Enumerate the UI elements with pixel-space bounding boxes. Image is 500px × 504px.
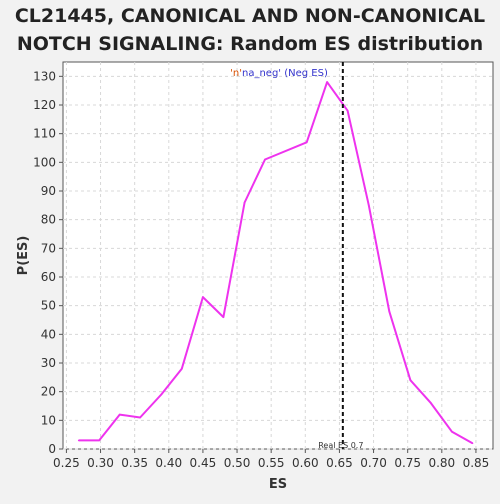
data-point (409, 379, 412, 382)
x-tick-label: 0.35 (121, 456, 148, 470)
data-point (305, 141, 308, 144)
y-tick-label: 80 (41, 213, 56, 227)
y-tick-label: 20 (41, 385, 56, 399)
x-tick-label: 0.55 (258, 456, 285, 470)
legend-entry-name: na_neg' (Neg ES) (242, 68, 328, 79)
chart-title: CL21445, CANONICAL AND NON-CANONICAL NOTC… (15, 5, 485, 55)
data-point (471, 442, 474, 445)
y-tick-label: 50 (41, 299, 56, 313)
y-tick-label: 100 (33, 155, 56, 169)
x-tick-label: 0.40 (155, 456, 182, 470)
x-tick-label: 0.65 (326, 456, 353, 470)
data-point (118, 413, 121, 416)
real-es-label: Real ES 0.7 (318, 441, 363, 450)
data-point (264, 158, 266, 161)
y-tick-label: 110 (33, 127, 56, 141)
y-tick-label: 40 (41, 327, 56, 341)
y-tick-label: 10 (41, 413, 56, 427)
legend: 'n'na_neg' (Neg ES) (230, 68, 328, 79)
x-axis-label: ES (269, 477, 287, 492)
legend-entry: 'n'na_neg' (Neg ES) (230, 68, 328, 79)
x-axis: 0.25 0.30 0.35 0.40 0.45 0.50 0.55 0.60 0.65 0.70… (53, 449, 489, 470)
legend-entry-prefix: 'n' (230, 68, 242, 79)
data-point (451, 431, 453, 433)
y-tick-label: 30 (41, 356, 56, 370)
x-tick-label: 0.80 (428, 456, 455, 470)
y-tick-label: 90 (41, 184, 56, 198)
data-point (222, 316, 225, 318)
y-tick-label: 120 (33, 98, 56, 112)
reference-line-group: Real ES 0.7 (318, 62, 363, 450)
data-point (243, 201, 246, 204)
y-tick-label: 70 (41, 241, 56, 255)
data-point (77, 439, 80, 442)
y-axis-label: P(ES) (16, 236, 31, 276)
data-point (160, 393, 163, 396)
x-tick-label: 0.60 (292, 456, 319, 470)
data-point (139, 416, 141, 419)
x-tick-label: 0.45 (190, 456, 217, 470)
x-tick-label: 0.30 (87, 456, 114, 470)
data-point (367, 204, 370, 207)
data-point (430, 402, 432, 404)
x-tick-label: 0.50 (224, 456, 251, 470)
y-tick-label: 130 (33, 69, 56, 83)
data-point (202, 296, 204, 298)
data-point (346, 109, 349, 112)
grid-lines (63, 62, 493, 450)
y-tick-label: 60 (41, 270, 56, 284)
data-point (98, 439, 100, 442)
plot-area (62, 61, 494, 450)
x-tick-label: 0.25 (53, 456, 80, 470)
data-point (388, 310, 391, 313)
x-tick-label: 0.85 (463, 456, 490, 470)
series-lines (77, 81, 474, 445)
y-axis: 0 10 20 30 40 50 60 70 80 90 100 110 120 130 (33, 69, 63, 456)
data-point (180, 367, 183, 370)
x-tick-label: 0.75 (394, 456, 421, 470)
chart-title-line: NOTCH SIGNALING: Random ES distribution (17, 33, 483, 55)
y-tick-label: 0 (48, 442, 56, 456)
chart-title-line: CL21445, CANONICAL AND NON-CANONICAL (15, 5, 485, 27)
x-tick-label: 0.70 (360, 456, 387, 470)
data-point (326, 81, 328, 83)
